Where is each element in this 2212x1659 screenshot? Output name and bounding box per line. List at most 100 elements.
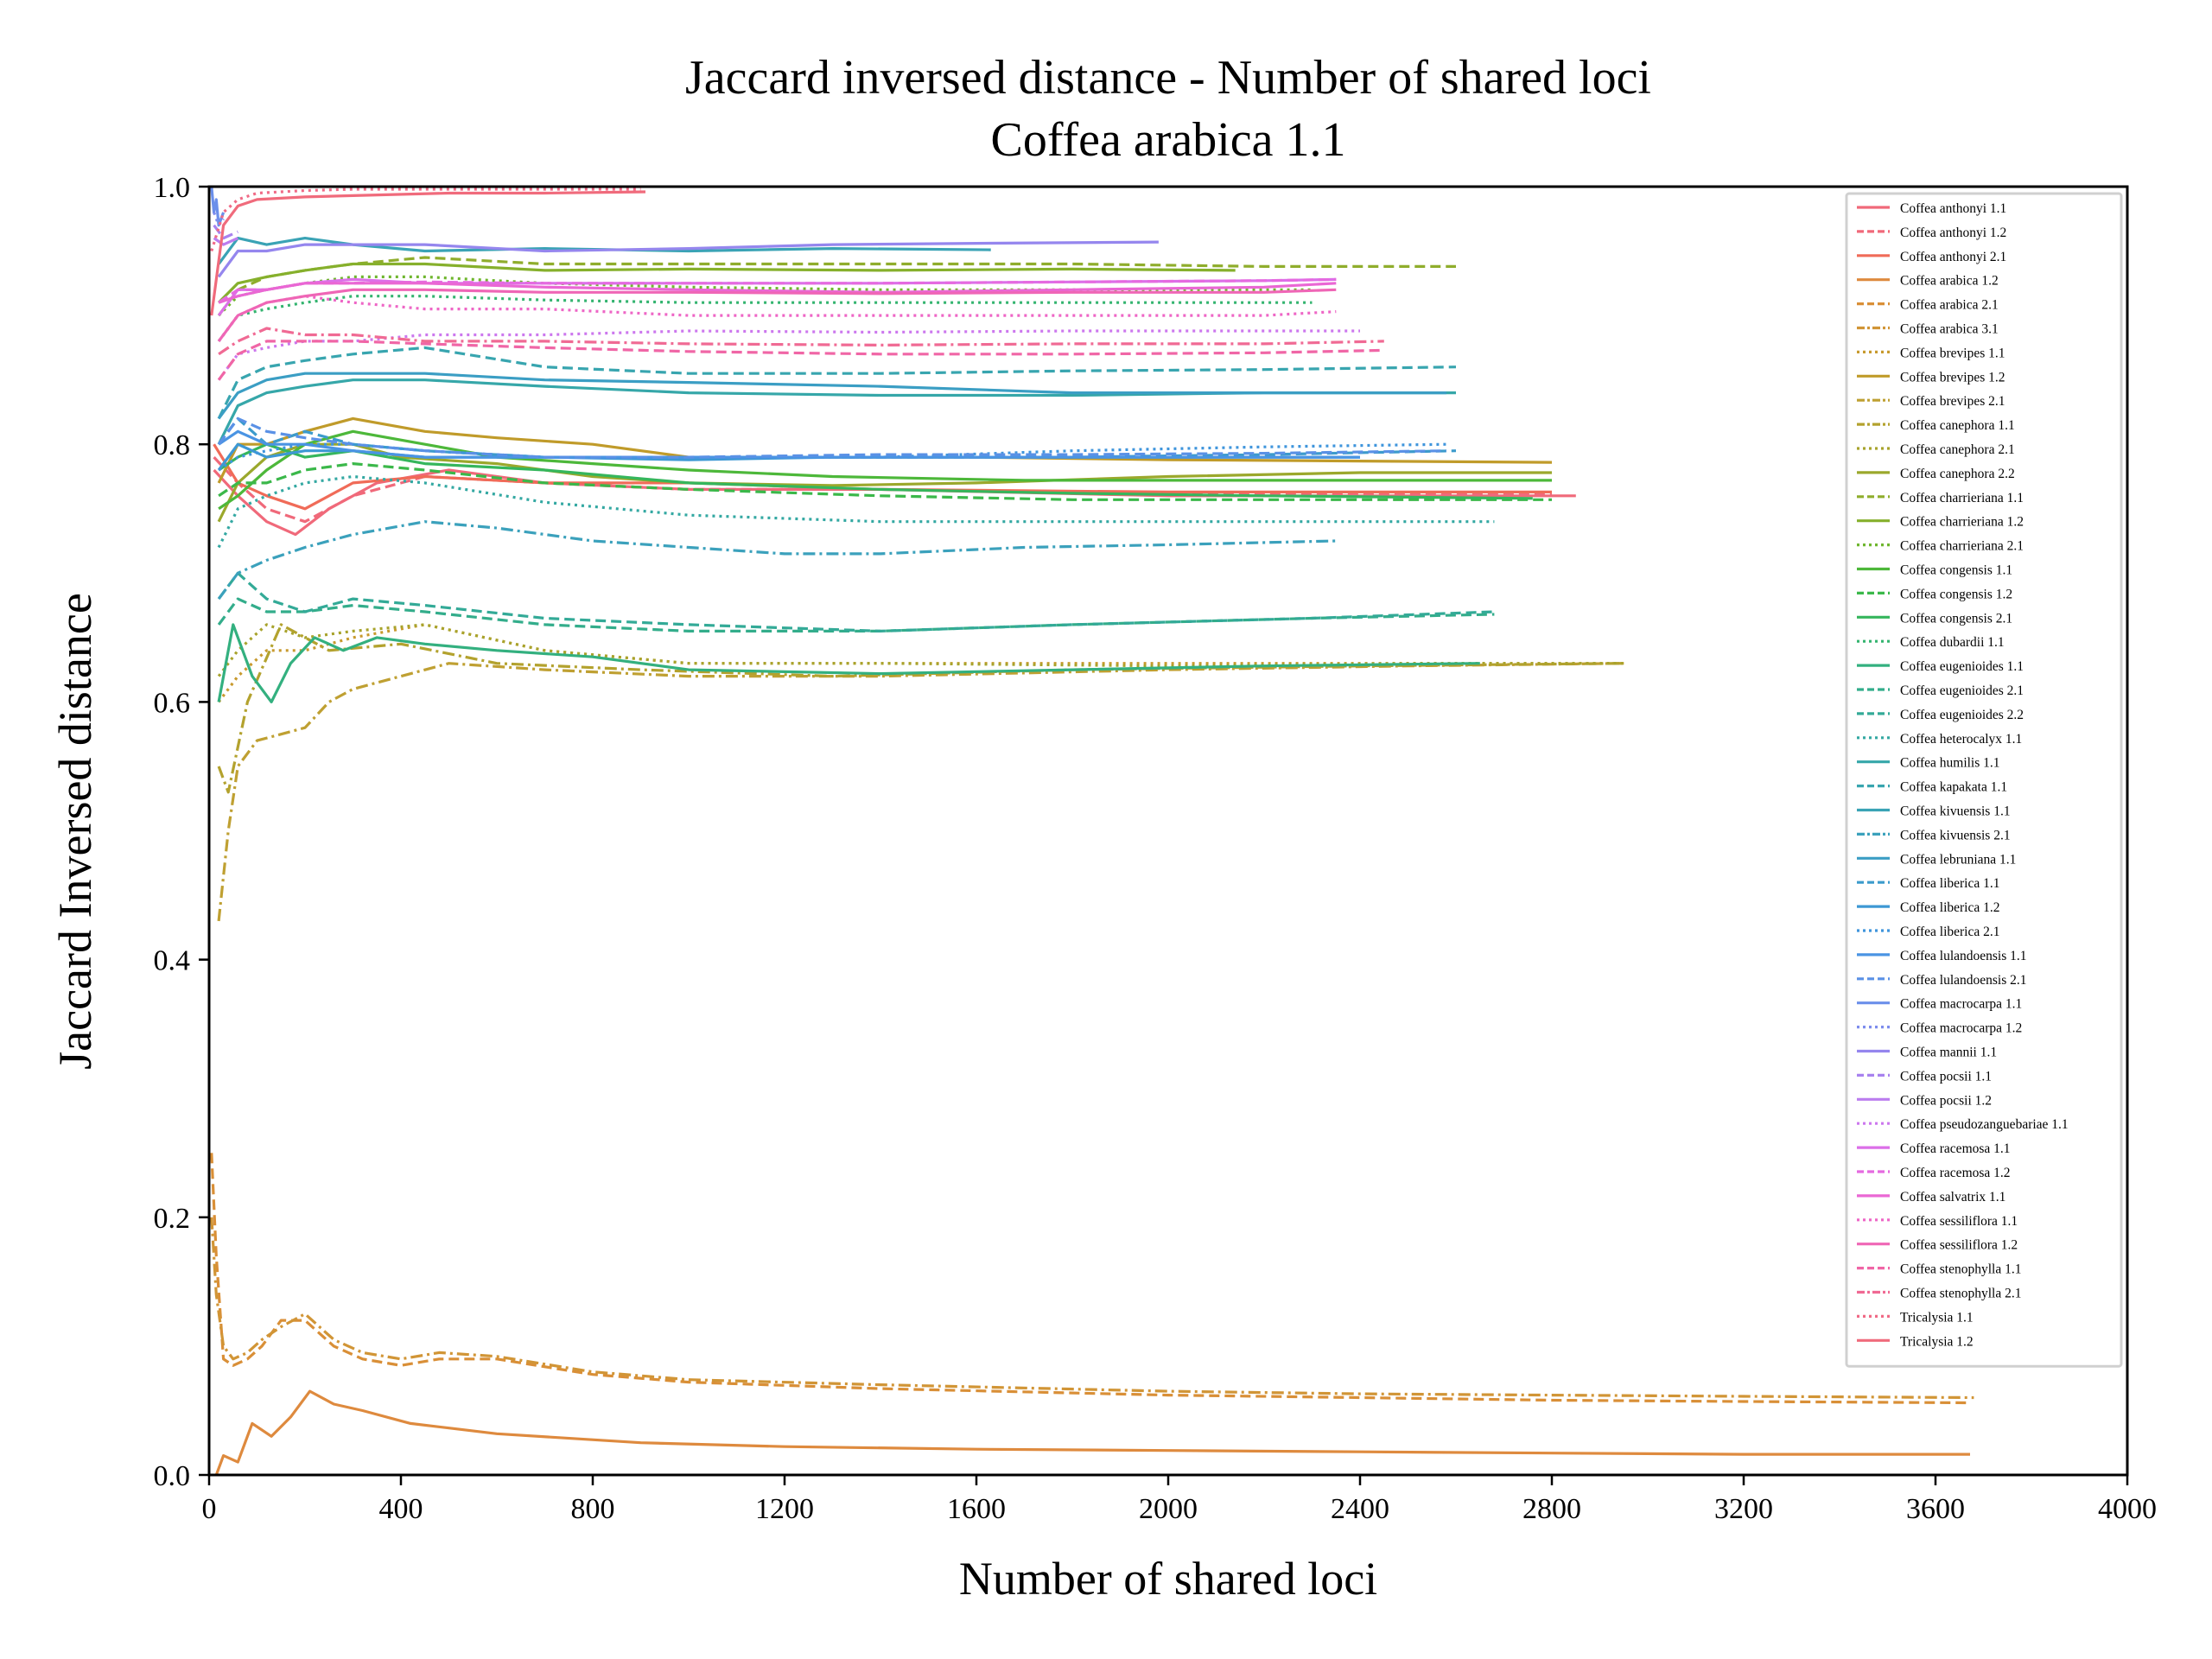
legend-label-36: Coffea pocsii 1.1 bbox=[1900, 1069, 1992, 1084]
legend-label-41: Coffea salvatrix 1.1 bbox=[1900, 1190, 2005, 1205]
legend-label-15: Coffea congensis 1.1 bbox=[1900, 563, 2012, 578]
series-line-41 bbox=[218, 282, 1337, 304]
legend-label-38: Coffea pseudozanguebariae 1.1 bbox=[1900, 1117, 2069, 1132]
series-line-38 bbox=[217, 329, 1360, 381]
series-line-27 bbox=[217, 372, 1446, 420]
legend-label-40: Coffea racemosa 1.2 bbox=[1900, 1166, 2011, 1180]
x-tick-label: 4000 bbox=[2098, 1493, 2157, 1525]
legend-label-12: Coffea charrieriana 1.1 bbox=[1900, 491, 2024, 505]
series-line-2 bbox=[213, 443, 1552, 511]
legend-label-46: Tricalysia 1.1 bbox=[1900, 1310, 1974, 1325]
series-line-25 bbox=[217, 237, 991, 265]
series-line-31 bbox=[218, 429, 1360, 459]
legend-label-5: Coffea arabica 3.1 bbox=[1900, 322, 1999, 337]
series-line-6 bbox=[217, 623, 1624, 703]
legend-label-39: Coffea racemosa 1.1 bbox=[1900, 1141, 2011, 1156]
legend-label-10: Coffea canephora 2.1 bbox=[1900, 442, 2015, 457]
legend-label-3: Coffea arabica 1.2 bbox=[1900, 274, 1999, 289]
legend-label-13: Coffea charrieriana 1.2 bbox=[1900, 515, 2024, 530]
y-tick-label: 0.6 bbox=[154, 687, 191, 719]
legend-label-17: Coffea congensis 2.1 bbox=[1900, 611, 2012, 626]
legend-label-25: Coffea kivuensis 1.1 bbox=[1900, 804, 2011, 819]
legend-label-23: Coffea humilis 1.1 bbox=[1900, 756, 2000, 771]
legend-label-22: Coffea heterocalyx 1.1 bbox=[1900, 732, 2022, 747]
legend-label-35: Coffea mannii 1.1 bbox=[1900, 1046, 1997, 1060]
series-line-33 bbox=[210, 186, 226, 227]
legend-label-26: Coffea kivuensis 2.1 bbox=[1900, 828, 2011, 842]
legend-label-20: Coffea eugenioides 2.1 bbox=[1900, 683, 2024, 698]
x-tick-label: 2800 bbox=[1522, 1493, 1581, 1525]
legend-label-27: Coffea lebruniana 1.1 bbox=[1900, 852, 2016, 867]
series-line-3 bbox=[214, 1389, 1970, 1476]
y-tick-label: 0.0 bbox=[154, 1460, 191, 1492]
legend-label-16: Coffea congensis 1.2 bbox=[1900, 587, 2012, 601]
series-line-8 bbox=[217, 662, 1624, 922]
series-line-28 bbox=[217, 416, 1457, 459]
series-line-44 bbox=[217, 340, 1384, 381]
series-line-7 bbox=[217, 416, 1553, 484]
x-tick-label: 400 bbox=[379, 1493, 423, 1525]
legend-label-9: Coffea canephora 1.1 bbox=[1900, 418, 2015, 433]
x-tick-label: 3200 bbox=[1714, 1493, 1773, 1525]
legend-label-30: Coffea liberica 2.1 bbox=[1900, 925, 2000, 939]
chart-title: Jaccard inversed distance - Number of sh… bbox=[685, 51, 1651, 105]
legend-label-44: Coffea stenophylla 1.1 bbox=[1900, 1262, 2021, 1277]
x-tick-label: 1200 bbox=[755, 1493, 814, 1525]
legend-label-31: Coffea lulandoensis 1.1 bbox=[1900, 949, 2027, 963]
legend-label-8: Coffea brevipes 2.1 bbox=[1900, 394, 2005, 409]
y-tick-label: 0.8 bbox=[154, 429, 191, 461]
legend-label-47: Tricalysia 1.2 bbox=[1900, 1334, 1974, 1349]
series-line-13 bbox=[217, 262, 1236, 304]
y-tick-label: 1.0 bbox=[154, 172, 191, 204]
legend-label-45: Coffea stenophylla 2.1 bbox=[1900, 1287, 2021, 1301]
series-line-18 bbox=[217, 295, 1313, 342]
y-axis: 0.0 0.2 0.4 0.6 0.8 1.0 bbox=[154, 172, 209, 1492]
x-tick-label: 800 bbox=[571, 1493, 615, 1525]
series-line-10 bbox=[217, 623, 1624, 677]
series-line-5 bbox=[210, 1217, 1974, 1400]
series-line-4 bbox=[210, 1153, 1971, 1405]
legend-box bbox=[1845, 192, 2123, 1368]
x-tick-label: 1600 bbox=[947, 1493, 1006, 1525]
legend-label-37: Coffea pocsii 1.2 bbox=[1900, 1093, 1992, 1108]
legend-label-33: Coffea macrocarpa 1.1 bbox=[1900, 997, 2022, 1012]
series-line-45 bbox=[218, 327, 1384, 356]
plot-frame bbox=[207, 185, 2129, 1477]
series-line-16 bbox=[218, 462, 1552, 501]
legend-label-6: Coffea brevipes 1.1 bbox=[1900, 346, 2005, 360]
x-axis: 0 400 800 1200 1600 2000 2400 2800 3200 3600 4000 bbox=[202, 1475, 2157, 1525]
legend-label-42: Coffea sessiliflora 1.1 bbox=[1900, 1214, 2018, 1229]
chart-subtitle: Coffea arabica 1.1 bbox=[991, 113, 1346, 167]
y-axis-label: Jaccard Inversed distance bbox=[49, 593, 101, 1070]
y-tick-label: 0.2 bbox=[154, 1203, 191, 1235]
series-line-42 bbox=[217, 295, 1337, 342]
series-line-23 bbox=[217, 378, 1456, 445]
legend-label-14: Coffea charrieriana 2.1 bbox=[1900, 539, 2024, 554]
series-line-37 bbox=[213, 237, 238, 246]
series-line-21 bbox=[217, 571, 1495, 632]
x-tick-label: 3600 bbox=[1906, 1493, 1965, 1525]
series-line-14 bbox=[217, 275, 1313, 317]
legend-label-7: Coffea brevipes 1.2 bbox=[1900, 370, 2005, 385]
series-line-24 bbox=[217, 346, 1457, 420]
legend-label-4: Coffea arabica 2.1 bbox=[1900, 298, 1999, 313]
legend-label-21: Coffea eugenioides 2.2 bbox=[1900, 708, 2024, 722]
legend-label-18: Coffea dubardii 1.1 bbox=[1900, 635, 2005, 650]
x-axis-label: Number of shared loci bbox=[959, 1553, 1377, 1605]
legend-label-28: Coffea liberica 1.1 bbox=[1900, 876, 2000, 891]
series-line-22 bbox=[217, 474, 1495, 549]
legend-label-34: Coffea macrocarpa 1.2 bbox=[1900, 1021, 2022, 1036]
legend-label-24: Coffea kapakata 1.1 bbox=[1900, 780, 2007, 795]
x-tick-label: 0 bbox=[202, 1493, 217, 1525]
plot-area bbox=[210, 186, 1974, 1476]
legend-label-11: Coffea canephora 2.2 bbox=[1900, 467, 2015, 481]
x-tick-label: 2000 bbox=[1139, 1493, 1198, 1525]
legend-label-32: Coffea lulandoensis 2.1 bbox=[1900, 973, 2027, 988]
legend-label-1: Coffea anthonyi 1.2 bbox=[1900, 226, 2006, 240]
y-tick-label: 0.4 bbox=[154, 945, 191, 977]
series-line-17 bbox=[218, 442, 1533, 500]
series-line-32 bbox=[217, 416, 1446, 459]
legend-label-43: Coffea sessiliflora 1.2 bbox=[1900, 1238, 2018, 1253]
series-line-47 bbox=[210, 190, 646, 316]
